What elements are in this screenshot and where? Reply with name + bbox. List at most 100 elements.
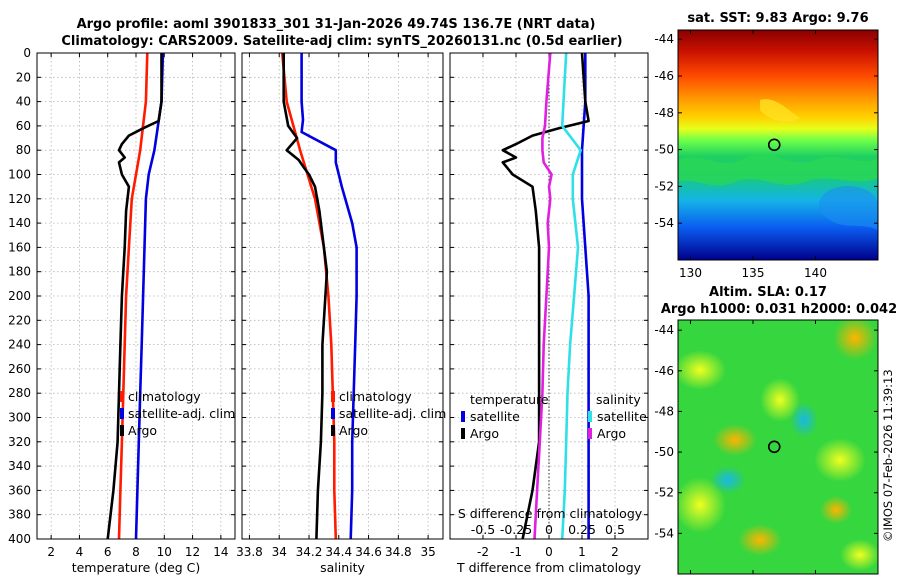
sst-map-title: sat. SST: 9.83 Argo: 9.76	[687, 11, 868, 26]
series-line-salinity-argo	[533, 52, 553, 540]
sst-map-cold-eddy	[818, 185, 878, 230]
sla-map-title-line2: Argo h1000: 0.031 h2000: 0.042	[661, 302, 897, 317]
salinity-diff-tick-label: 0.25	[568, 522, 596, 537]
sst-map-warm-tongue	[760, 99, 800, 122]
x-tick-label: -2	[477, 545, 489, 559]
series-line-satellite-adj-clim	[134, 52, 165, 540]
legend-swatch	[120, 408, 124, 419]
legend-swatch	[588, 411, 592, 422]
sla-blob	[840, 539, 878, 571]
legend-entry: Argo	[470, 426, 499, 441]
x-tick-label: 8	[132, 545, 140, 559]
legend-swatch	[120, 425, 124, 436]
map-x-tick-label: 135	[742, 266, 765, 280]
x-tick-label: 6	[104, 545, 112, 559]
x-tick-label: 0	[545, 545, 553, 559]
legend-entry: Argo	[339, 423, 368, 438]
x-tick-label: 35	[420, 545, 435, 559]
figure-title-line1: Argo profile: aoml 3901833_301 31-Jan-20…	[77, 17, 596, 32]
legend-swatch	[331, 391, 335, 402]
salinity-diff-tick-label: -0.5	[471, 522, 495, 537]
temperature-panel: 2 4 6 8 10 12 14020406080100120140160180200220…	[8, 46, 236, 575]
y-tick-label: 220	[8, 313, 31, 327]
x-tick-label: 2	[611, 545, 619, 559]
sla-blob	[678, 350, 726, 390]
x-tick-label: 34.6	[355, 545, 382, 559]
map-x-tick-label: 140	[804, 266, 827, 280]
legend-entry: climatology	[339, 389, 412, 404]
x-tick-label: 34.4	[325, 545, 352, 559]
sst-map-front-wave	[678, 154, 878, 186]
y-tick-label: 60	[16, 119, 31, 133]
sst-map-frame	[677, 29, 879, 261]
series-line-argo	[106, 53, 163, 540]
sla-map-title-line1: Altim. SLA: 0.17	[709, 285, 827, 300]
salinity-diff-axis-label: S difference from climatology	[458, 506, 643, 521]
legend-swatch	[588, 428, 592, 439]
legend-entry: satellite	[597, 409, 647, 424]
sla-blob	[713, 424, 757, 456]
figure-title-line2: Climatology: CARS2009. Satellite-adj cli…	[61, 34, 622, 49]
salinity-frame	[241, 52, 444, 540]
series-line-climatology	[117, 52, 149, 540]
map-y-tick-label: -54	[654, 526, 674, 540]
y-tick-label: 20	[16, 70, 31, 84]
salinity-diff-tick-label: 0.5	[605, 522, 625, 537]
y-tick-label: 180	[8, 265, 31, 279]
map-y-tick-label: -52	[654, 179, 674, 193]
y-tick-label: 80	[16, 143, 31, 157]
y-tick-label: 340	[8, 459, 31, 473]
map-y-tick-label: -44	[654, 32, 674, 46]
x-tick-label: 12	[185, 545, 200, 559]
legend-entry: Argo	[597, 426, 626, 441]
y-tick-label: 160	[8, 240, 31, 254]
map-y-tick-label: -50	[654, 143, 674, 157]
x-tick-label: 33.8	[236, 545, 263, 559]
y-tick-label: 360	[8, 483, 31, 497]
map-y-tick-label: -50	[654, 445, 674, 459]
legend-entry: climatology	[128, 389, 201, 404]
temperature-frame	[36, 52, 236, 540]
y-tick-label: 320	[8, 435, 31, 449]
x-tick-label: 34.2	[296, 545, 323, 559]
sla-blob	[833, 320, 877, 360]
x-tick-label: 1	[578, 545, 586, 559]
salinity-xlabel: salinity	[320, 560, 365, 575]
y-tick-label: 300	[8, 411, 31, 425]
argo-location-marker	[767, 138, 781, 152]
salinity-diff-tick-label: 0	[545, 522, 553, 537]
series-line-temperature-argo	[501, 52, 590, 540]
argo-location-marker	[767, 440, 781, 454]
map-y-tick-label: -46	[654, 69, 674, 83]
map-y-tick-label: -48	[654, 404, 674, 418]
sst-map-heatmap	[678, 30, 878, 260]
x-tick-label: 14	[213, 545, 228, 559]
difference-panel: -2 -1 0 1 2T difference from climatology temp…	[449, 52, 649, 575]
x-tick-label: -1	[510, 545, 522, 559]
y-tick-label: 280	[8, 386, 31, 400]
sla-blob	[814, 438, 866, 482]
x-tick-label: 2	[47, 545, 55, 559]
legend-swatch	[331, 408, 335, 419]
y-tick-label: 260	[8, 362, 31, 376]
y-tick-label: 140	[8, 216, 31, 230]
legend-swatch	[120, 391, 124, 402]
map-x-tick-label: 130	[679, 266, 702, 280]
y-tick-label: 40	[16, 95, 31, 109]
temperature-xlabel: temperature (deg C)	[72, 560, 201, 575]
legend-entry: satellite-adj. clim	[339, 406, 446, 421]
x-tick-label: 10	[157, 545, 172, 559]
difference-xlabel: T difference from climatology	[456, 560, 642, 575]
y-tick-label: 380	[8, 508, 31, 522]
series-line-temperature-satellite	[580, 53, 590, 539]
sla-blob	[738, 524, 782, 556]
series-line-salinity-satellite	[560, 52, 583, 540]
sla-blob	[790, 402, 818, 438]
y-tick-label: 120	[8, 192, 31, 206]
x-tick-label: 4	[76, 545, 84, 559]
x-tick-label: 34	[272, 545, 287, 559]
legend-title-salinity: salinity	[596, 392, 641, 407]
y-tick-label: 100	[8, 168, 31, 182]
map-y-tick-label: -54	[654, 216, 674, 230]
